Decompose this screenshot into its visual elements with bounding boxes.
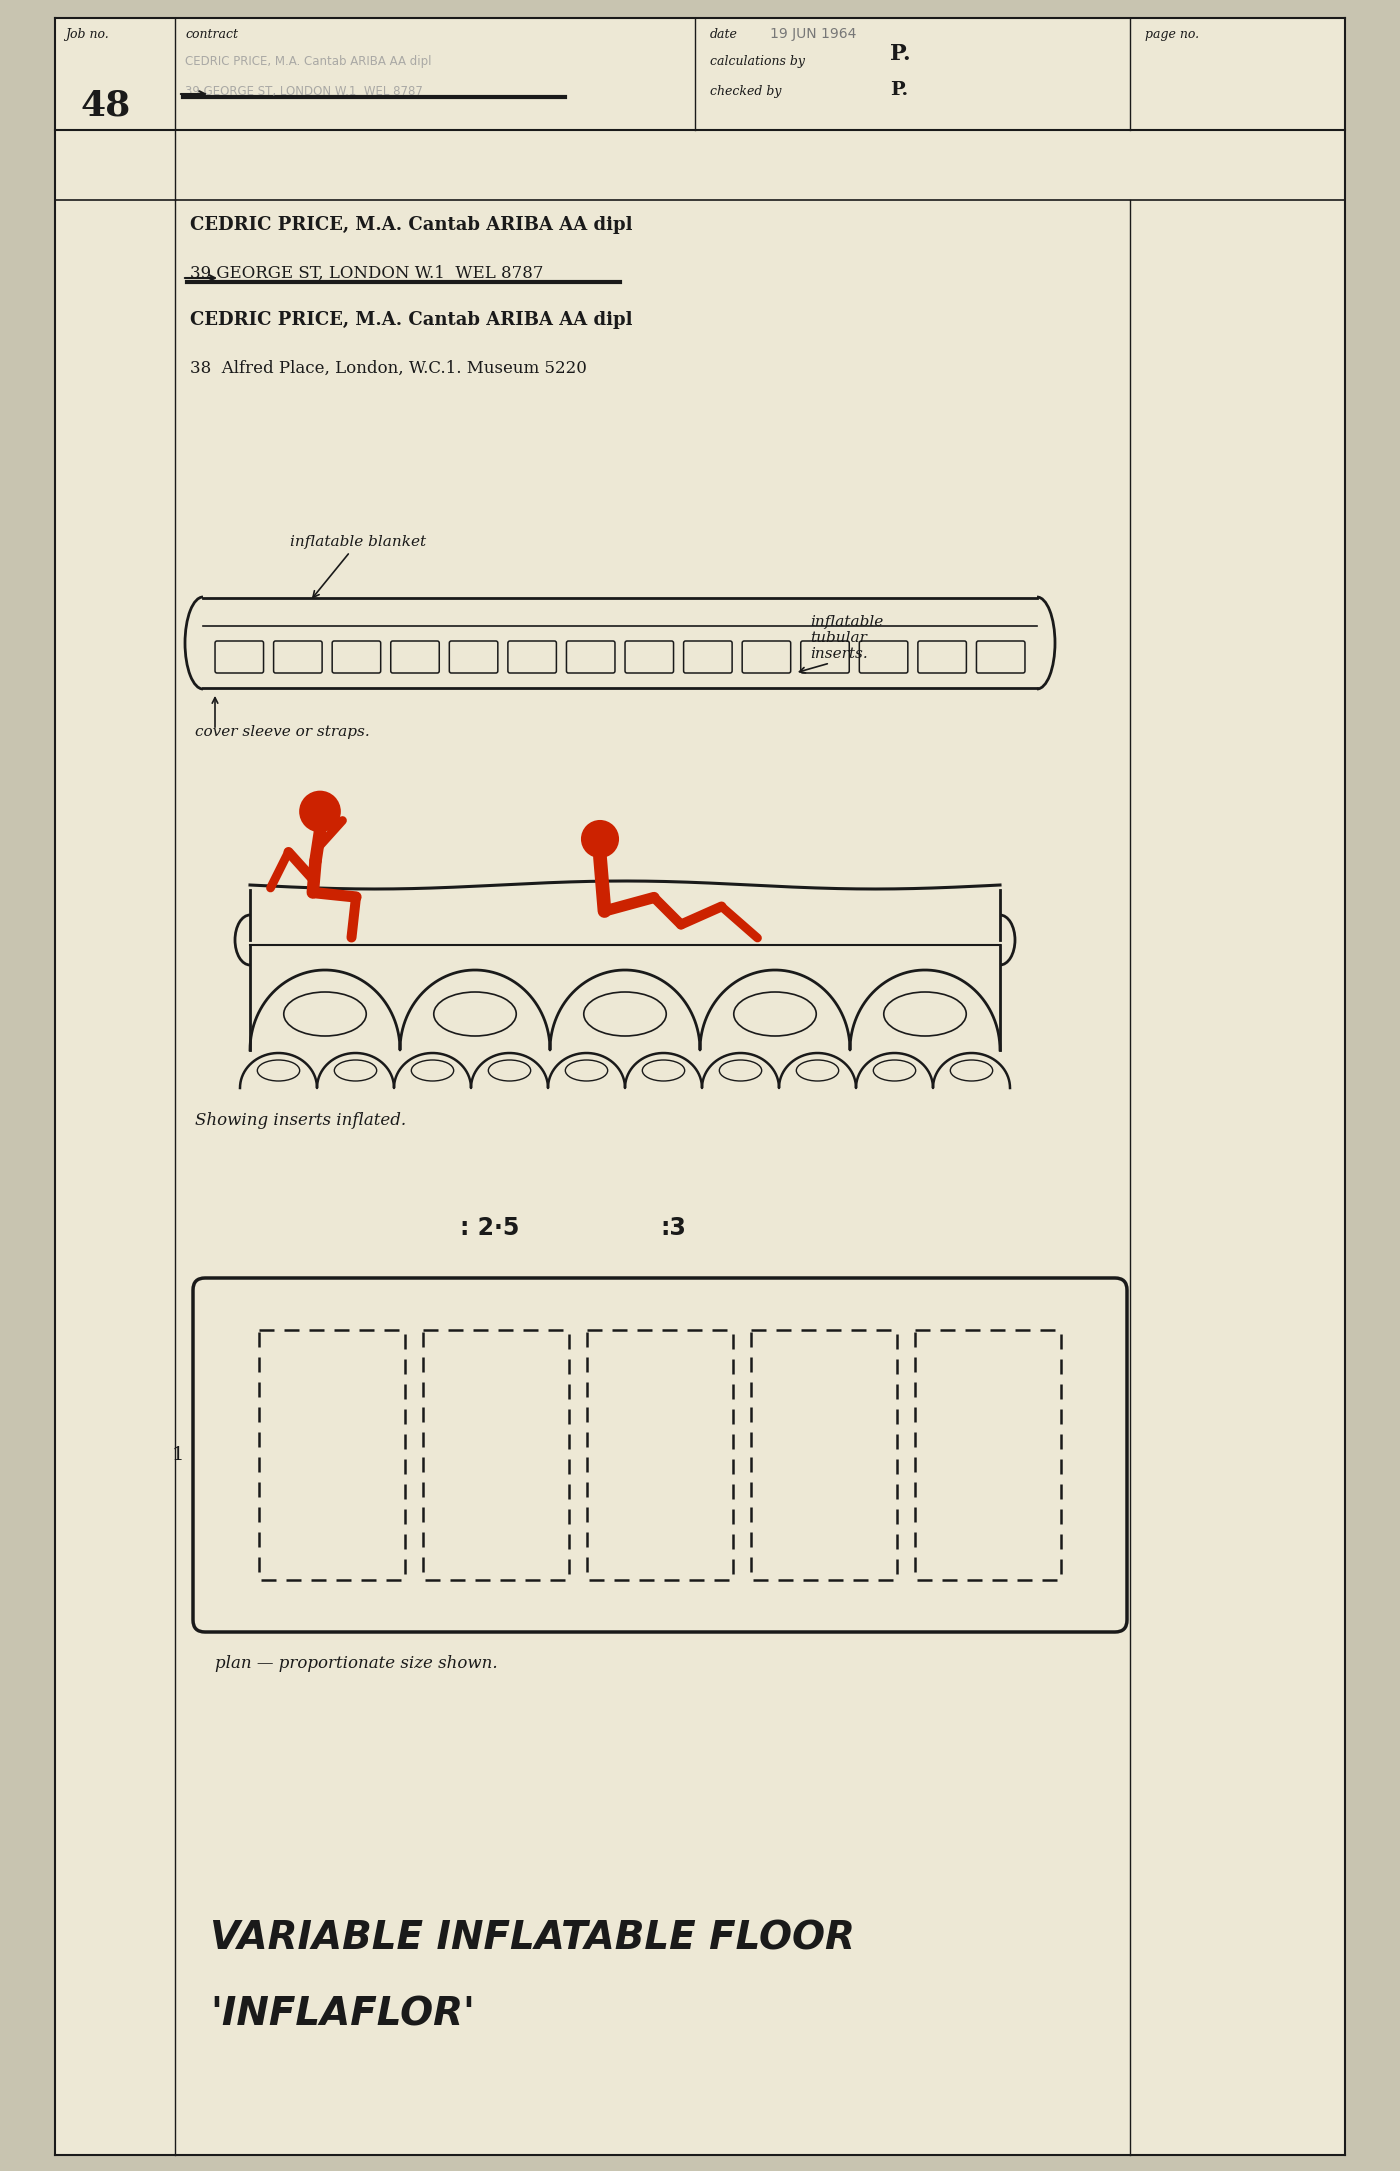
Bar — [423, 1331, 568, 1580]
Text: VARIABLE INFLATABLE FLOOR: VARIABLE INFLATABLE FLOOR — [210, 1919, 855, 1958]
Text: 1: 1 — [172, 1446, 185, 1463]
Text: Showing inserts inflated.: Showing inserts inflated. — [195, 1112, 406, 1129]
Text: Job no.: Job no. — [64, 28, 109, 41]
Text: inflatable
tubular
inserts.: inflatable tubular inserts. — [811, 614, 883, 660]
Text: 19 JUN 1964: 19 JUN 1964 — [770, 26, 857, 41]
Text: 'INFLAFLOR': 'INFLAFLOR' — [210, 1995, 475, 2032]
Text: :3: :3 — [659, 1216, 686, 1240]
Text: date: date — [710, 28, 738, 41]
Text: plan — proportionate size shown.: plan — proportionate size shown. — [216, 1654, 497, 1672]
Text: 38  Alfred Place, London, W.C.1. Museum 5220: 38 Alfred Place, London, W.C.1. Museum 5… — [190, 360, 587, 378]
Text: 39 GEORGE ST, LONDON W.1  WEL 8787: 39 GEORGE ST, LONDON W.1 WEL 8787 — [185, 85, 423, 98]
Bar — [750, 1331, 897, 1580]
Bar — [587, 1331, 734, 1580]
Bar — [916, 1331, 1061, 1580]
Text: checked by: checked by — [710, 85, 781, 98]
Text: 48: 48 — [80, 89, 130, 122]
Text: CEDRIC PRICE, M.A. Cantab ARIBA AA dipl: CEDRIC PRICE, M.A. Cantab ARIBA AA dipl — [185, 54, 431, 67]
Text: contract: contract — [185, 28, 238, 41]
Text: inflatable blanket: inflatable blanket — [290, 534, 426, 597]
Text: CEDRIC PRICE, M.A. Cantab ARIBA AA dipl: CEDRIC PRICE, M.A. Cantab ARIBA AA dipl — [190, 215, 633, 234]
Text: : 2·5: : 2·5 — [461, 1216, 519, 1240]
Text: calculations by: calculations by — [710, 54, 805, 67]
Text: page no.: page no. — [1145, 28, 1200, 41]
Text: CEDRIC PRICE, M.A. Cantab ARIBA AA dipl: CEDRIC PRICE, M.A. Cantab ARIBA AA dipl — [190, 310, 633, 330]
Text: cover sleeve or straps.: cover sleeve or straps. — [195, 725, 370, 738]
Circle shape — [582, 821, 617, 858]
Text: P.: P. — [890, 80, 909, 100]
Text: P.: P. — [890, 43, 910, 65]
Circle shape — [300, 792, 340, 831]
Text: 39 GEORGE ST, LONDON W.1  WEL 8787: 39 GEORGE ST, LONDON W.1 WEL 8787 — [190, 265, 543, 282]
Bar — [259, 1331, 405, 1580]
